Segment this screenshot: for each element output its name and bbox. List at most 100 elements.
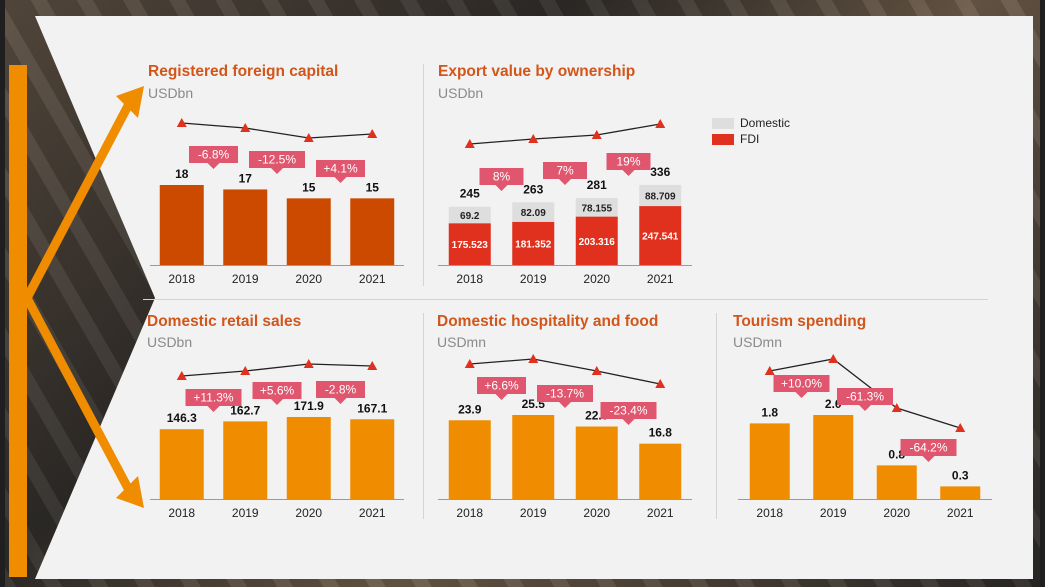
x-tick-label-rfc: 2021	[359, 272, 386, 286]
chart-title-hosp: Domestic hospitality and food	[437, 313, 659, 330]
data-label-fdi-exp: 175.523	[452, 240, 489, 251]
bar-tour	[940, 486, 981, 499]
data-label-retail: 167.1	[357, 401, 387, 415]
data-label-tour: 1.8	[761, 405, 778, 419]
bar-retail	[159, 429, 204, 499]
data-label-rfc: 15	[366, 180, 380, 194]
orange-arrowhead-upper	[116, 86, 144, 118]
chart-unit-rfc: USDbn	[148, 85, 194, 101]
growth-label-hosp: +6.6%	[484, 379, 519, 393]
trend-line-retail	[181, 363, 373, 377]
growth-label-rfc: +4.1%	[323, 162, 358, 176]
bar-retail	[350, 419, 395, 499]
bar-tour	[813, 415, 854, 499]
data-label-total-exp: 336	[650, 165, 670, 179]
orange-arrow-upper	[23, 99, 134, 301]
bar-tour	[749, 423, 790, 499]
x-tick-label-retail: 2019	[232, 506, 259, 520]
divider-vertical-top	[423, 64, 424, 286]
chart-title-retail: Domestic retail sales	[147, 313, 302, 330]
growth-badge-hosp	[600, 402, 657, 425]
data-label-hosp: 23.9	[458, 402, 482, 416]
growth-label-exp: 7%	[556, 164, 574, 178]
growth-badge-retail	[316, 381, 365, 404]
bar-rfc	[159, 185, 204, 265]
trend-marker-retail	[367, 361, 378, 370]
bar-domestic-exp	[639, 184, 682, 207]
legend-item-fdi: FDI	[712, 131, 790, 147]
growth-badge-tour	[837, 388, 893, 411]
data-label-domestic-exp: 88.709	[645, 192, 676, 203]
x-tick-label-rfc: 2019	[232, 272, 259, 286]
trend-marker-exp	[464, 139, 475, 148]
data-label-tour: 0.3	[952, 468, 969, 482]
x-tick-label-tour: 2019	[820, 506, 847, 520]
bar-domestic-exp	[448, 206, 491, 224]
x-tick-label-hosp: 2021	[647, 506, 674, 520]
legend-item-domestic: Domestic	[712, 115, 790, 131]
x-tick-label-exp: 2020	[583, 272, 610, 286]
legend-label-domestic: Domestic	[740, 116, 791, 130]
bar-fdi-exp	[448, 223, 491, 265]
bar-rfc	[350, 198, 395, 265]
data-label-fdi-exp: 181.352	[515, 239, 552, 250]
growth-badge-exp	[479, 168, 524, 191]
x-tick-label-retail: 2021	[359, 506, 386, 520]
growth-badge-retail	[252, 382, 302, 405]
trend-marker-hosp	[655, 379, 666, 388]
data-label-domestic-exp: 78.155	[581, 203, 612, 214]
chart-unit-hosp: USDmn	[437, 334, 487, 350]
x-tick-label-hosp: 2018	[456, 506, 483, 520]
growth-label-exp: 8%	[493, 170, 511, 184]
bar-hosp	[448, 420, 491, 499]
frame-bar-right	[1040, 0, 1045, 587]
growth-label-hosp: -23.4%	[609, 404, 647, 418]
x-tick-label-hosp: 2019	[520, 506, 547, 520]
growth-label-tour: -61.3%	[846, 390, 884, 404]
bar-domestic-exp	[575, 197, 618, 217]
trend-marker-rfc	[240, 123, 251, 132]
data-label-total-exp: 263	[523, 182, 543, 196]
orange-arrow-lower	[23, 295, 134, 495]
data-label-total-exp: 245	[460, 187, 480, 201]
data-label-fdi-exp: 203.316	[579, 237, 616, 248]
growth-label-retail: +5.6%	[260, 384, 295, 398]
trend-marker-retail	[303, 359, 314, 368]
growth-badge-rfc	[316, 160, 365, 183]
legend-label-fdi: FDI	[740, 132, 760, 146]
growth-label-exp: 19%	[616, 155, 640, 169]
x-tick-label-rfc: 2018	[168, 272, 195, 286]
growth-label-tour: -64.2%	[909, 441, 947, 455]
growth-label-tour: +10.0%	[781, 377, 822, 391]
x-tick-label-hosp: 2020	[583, 506, 610, 520]
chart-unit-retail: USDbn	[147, 334, 193, 350]
chart-title-exp: Export value by ownership	[438, 63, 636, 80]
trend-marker-hosp	[464, 359, 475, 368]
growth-badge-hosp	[477, 377, 526, 400]
divider-horizontal	[143, 299, 988, 300]
trend-line-exp	[469, 123, 661, 145]
data-label-retail: 171.9	[294, 399, 324, 413]
bar-rfc	[223, 189, 268, 265]
data-label-retail: 162.7	[230, 403, 260, 417]
bar-retail	[286, 417, 331, 499]
data-label-domestic-exp: 82.09	[521, 208, 546, 219]
legend: Domestic FDI	[712, 115, 790, 147]
divider-vertical-bottom-1	[423, 313, 424, 519]
trend-marker-hosp	[528, 354, 539, 363]
bar-fdi-exp	[575, 216, 618, 265]
bar-domestic-exp	[512, 202, 555, 222]
bar-hosp	[575, 426, 618, 499]
trend-line-hosp	[469, 358, 661, 385]
growth-label-rfc: -6.8%	[198, 148, 230, 162]
data-label-domestic-exp: 69.2	[460, 211, 480, 222]
x-tick-label-tour: 2021	[947, 506, 974, 520]
orange-arrowhead-lower	[116, 476, 144, 508]
trend-marker-rfc	[367, 129, 378, 138]
bar-fdi-exp	[639, 206, 682, 265]
trend-marker-rfc	[303, 133, 314, 142]
